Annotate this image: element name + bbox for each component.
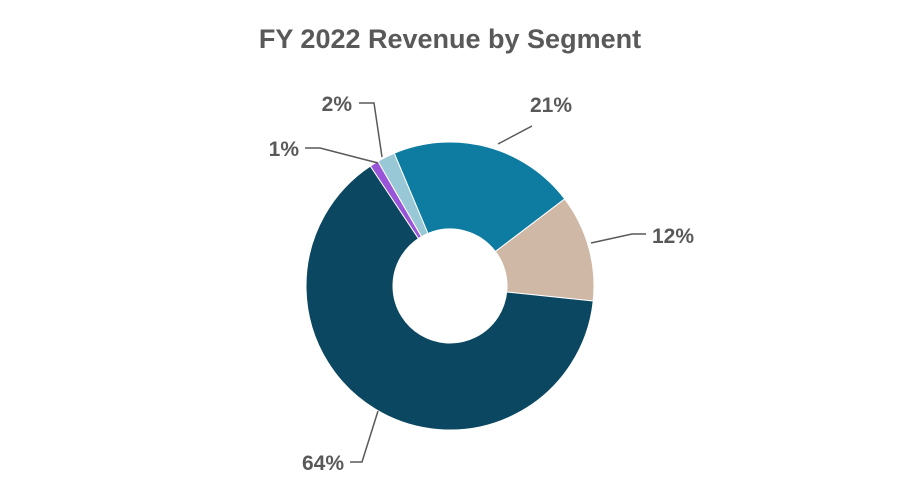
data-label-4: 2% xyxy=(322,93,353,116)
data-label-3: 1% xyxy=(269,138,300,161)
donut-slice-2 xyxy=(305,165,594,431)
leader-line-4 xyxy=(359,102,383,158)
chart-title: FY 2022 Revenue by Segment xyxy=(258,24,642,54)
leader-line-3 xyxy=(305,147,379,164)
donut-slice-4 xyxy=(377,152,429,238)
leader-line-0 xyxy=(497,125,533,145)
leader-line-2 xyxy=(350,410,379,463)
donut-slice-0 xyxy=(393,141,566,253)
leader-line-1 xyxy=(590,233,646,244)
data-label-2: 64% xyxy=(302,452,344,475)
data-label-0: 21% xyxy=(530,94,572,117)
data-label-1: 12% xyxy=(652,225,694,248)
